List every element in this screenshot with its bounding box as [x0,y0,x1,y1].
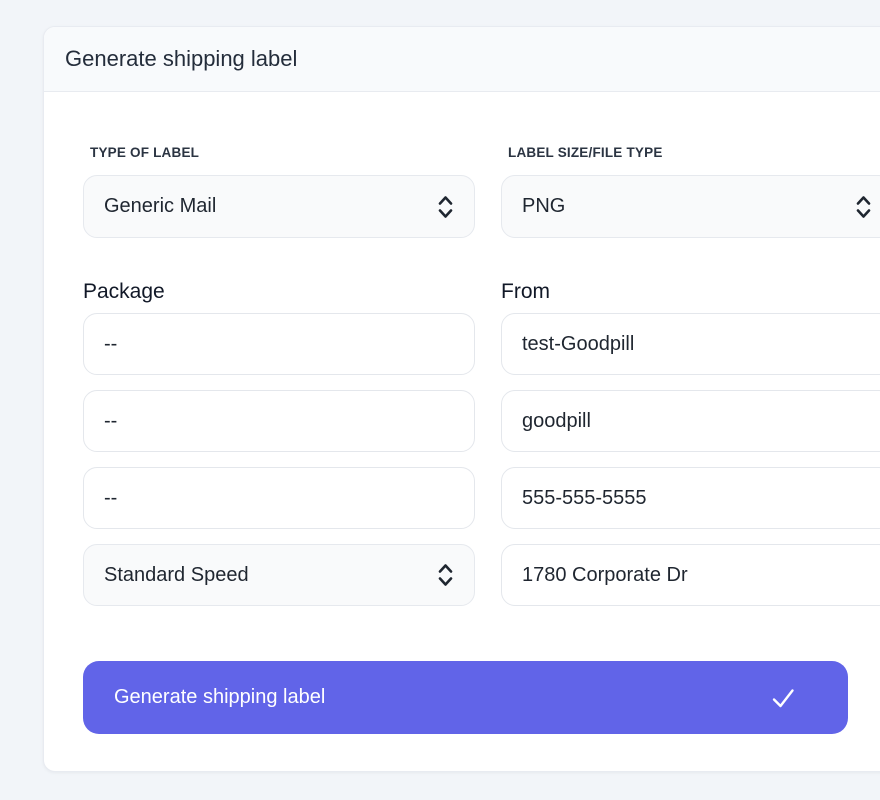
from-phone-input[interactable] [501,467,880,529]
fields-grid: Standard Speed [83,304,880,606]
shipping-speed-value: Standard Speed [104,563,249,586]
from-name-input[interactable] [501,313,880,375]
section-headings-row: Package From [83,238,880,304]
label-size-group: LABEL SIZE/FILE TYPE PNG [501,145,880,238]
card-header: Generate shipping label [44,27,880,92]
from-company-input[interactable] [501,390,880,452]
card-body: TYPE OF LABEL Generic Mail LABEL SIZE/FI… [44,92,880,771]
chevron-updown-icon [437,561,454,589]
label-options-row: TYPE OF LABEL Generic Mail LABEL SIZE/FI… [83,145,880,238]
from-heading: From [501,280,550,303]
shipping-speed-select[interactable]: Standard Speed [83,544,475,606]
type-of-label-label: TYPE OF LABEL [90,145,200,160]
package-field-2[interactable] [83,390,475,452]
label-size-label: LABEL SIZE/FILE TYPE [508,145,663,160]
chevron-updown-icon [855,193,872,221]
generate-shipping-label-card: Generate shipping label TYPE OF LABEL Ge… [43,26,880,772]
type-of-label-group: TYPE OF LABEL Generic Mail [83,145,475,238]
label-size-value: PNG [522,195,566,217]
generate-shipping-label-button-text: Generate shipping label [114,686,326,708]
from-fields [501,313,880,606]
chevron-updown-icon [437,193,454,221]
type-of-label-select[interactable]: Generic Mail [83,175,475,238]
generate-shipping-label-button[interactable]: Generate shipping label [83,661,848,734]
package-heading: Package [83,280,165,303]
card-title: Generate shipping label [65,46,298,71]
package-fields: Standard Speed [83,313,475,606]
from-address-input[interactable] [501,544,880,606]
package-field-1[interactable] [83,313,475,375]
check-icon [768,683,798,713]
label-size-select[interactable]: PNG [501,175,880,238]
package-field-3[interactable] [83,467,475,529]
type-of-label-value: Generic Mail [104,195,217,217]
